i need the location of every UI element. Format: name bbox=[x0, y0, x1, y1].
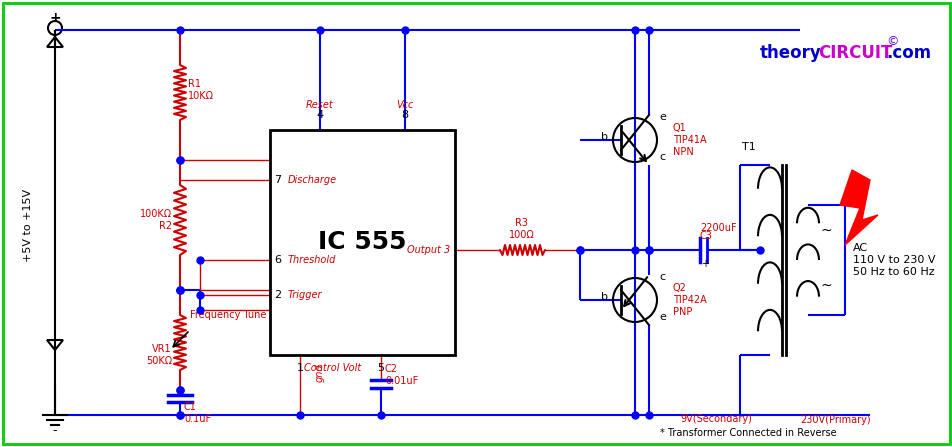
Text: Frequency Tune: Frequency Tune bbox=[189, 310, 267, 320]
Text: C1
0.1uF: C1 0.1uF bbox=[184, 402, 211, 424]
Text: Vcc: Vcc bbox=[396, 100, 413, 110]
Text: Reset: Reset bbox=[306, 100, 333, 110]
Text: C2
0.01uF: C2 0.01uF bbox=[385, 364, 418, 386]
Polygon shape bbox=[839, 170, 877, 245]
Text: R3
100Ω: R3 100Ω bbox=[508, 219, 534, 240]
Text: theory: theory bbox=[759, 44, 821, 62]
Text: .com: .com bbox=[885, 44, 930, 62]
Text: R1
10KΩ: R1 10KΩ bbox=[188, 79, 214, 101]
Text: 8: 8 bbox=[401, 110, 408, 120]
Text: b: b bbox=[601, 132, 607, 142]
Text: Q1
TIP41A
NPN: Q1 TIP41A NPN bbox=[672, 123, 705, 156]
Text: 6: 6 bbox=[275, 255, 286, 265]
Text: C3: C3 bbox=[700, 231, 712, 241]
Text: Trigger: Trigger bbox=[288, 290, 322, 300]
Text: Q2
TIP42A
PNP: Q2 TIP42A PNP bbox=[672, 283, 706, 316]
Text: 2: 2 bbox=[275, 290, 286, 300]
Text: AC
110 V to 230 V
50 Hz to 60 Hz: AC 110 V to 230 V 50 Hz to 60 Hz bbox=[852, 244, 935, 277]
Text: 230V(Primary): 230V(Primary) bbox=[799, 415, 870, 425]
Text: CIRCUIT: CIRCUIT bbox=[817, 44, 891, 62]
Text: e: e bbox=[659, 312, 665, 322]
Text: -: - bbox=[52, 425, 57, 438]
Text: gnd: gnd bbox=[315, 363, 325, 382]
Bar bbox=[269, 130, 454, 355]
Text: VR1
50KΩ: VR1 50KΩ bbox=[146, 344, 171, 366]
Text: c: c bbox=[659, 272, 664, 282]
Text: ©: © bbox=[885, 35, 899, 49]
Text: ~: ~ bbox=[820, 279, 831, 293]
Text: +5V to +15V: +5V to +15V bbox=[23, 189, 33, 261]
Text: +: + bbox=[701, 259, 708, 269]
Text: Discharge: Discharge bbox=[288, 175, 337, 185]
Text: * Transformer Connected in Reverse: * Transformer Connected in Reverse bbox=[660, 428, 836, 438]
Text: 5: 5 bbox=[377, 363, 384, 373]
Text: ~: ~ bbox=[820, 224, 831, 238]
Text: 1: 1 bbox=[296, 363, 303, 373]
Text: Output 3: Output 3 bbox=[407, 245, 449, 255]
Text: T1: T1 bbox=[742, 142, 755, 152]
Text: Control Volt: Control Volt bbox=[304, 363, 361, 373]
Text: 100KΩ
R2: 100KΩ R2 bbox=[140, 209, 171, 231]
Text: e: e bbox=[659, 112, 665, 122]
Text: Threshold: Threshold bbox=[288, 255, 336, 265]
Text: b: b bbox=[601, 292, 607, 302]
Text: 9V(Secondary): 9V(Secondary) bbox=[680, 414, 751, 424]
Text: 7: 7 bbox=[275, 175, 286, 185]
Text: c: c bbox=[659, 152, 664, 162]
Text: 4: 4 bbox=[316, 110, 324, 120]
Text: +: + bbox=[50, 11, 61, 25]
Text: IC 555: IC 555 bbox=[318, 231, 407, 254]
Text: 2200uF: 2200uF bbox=[700, 223, 736, 233]
